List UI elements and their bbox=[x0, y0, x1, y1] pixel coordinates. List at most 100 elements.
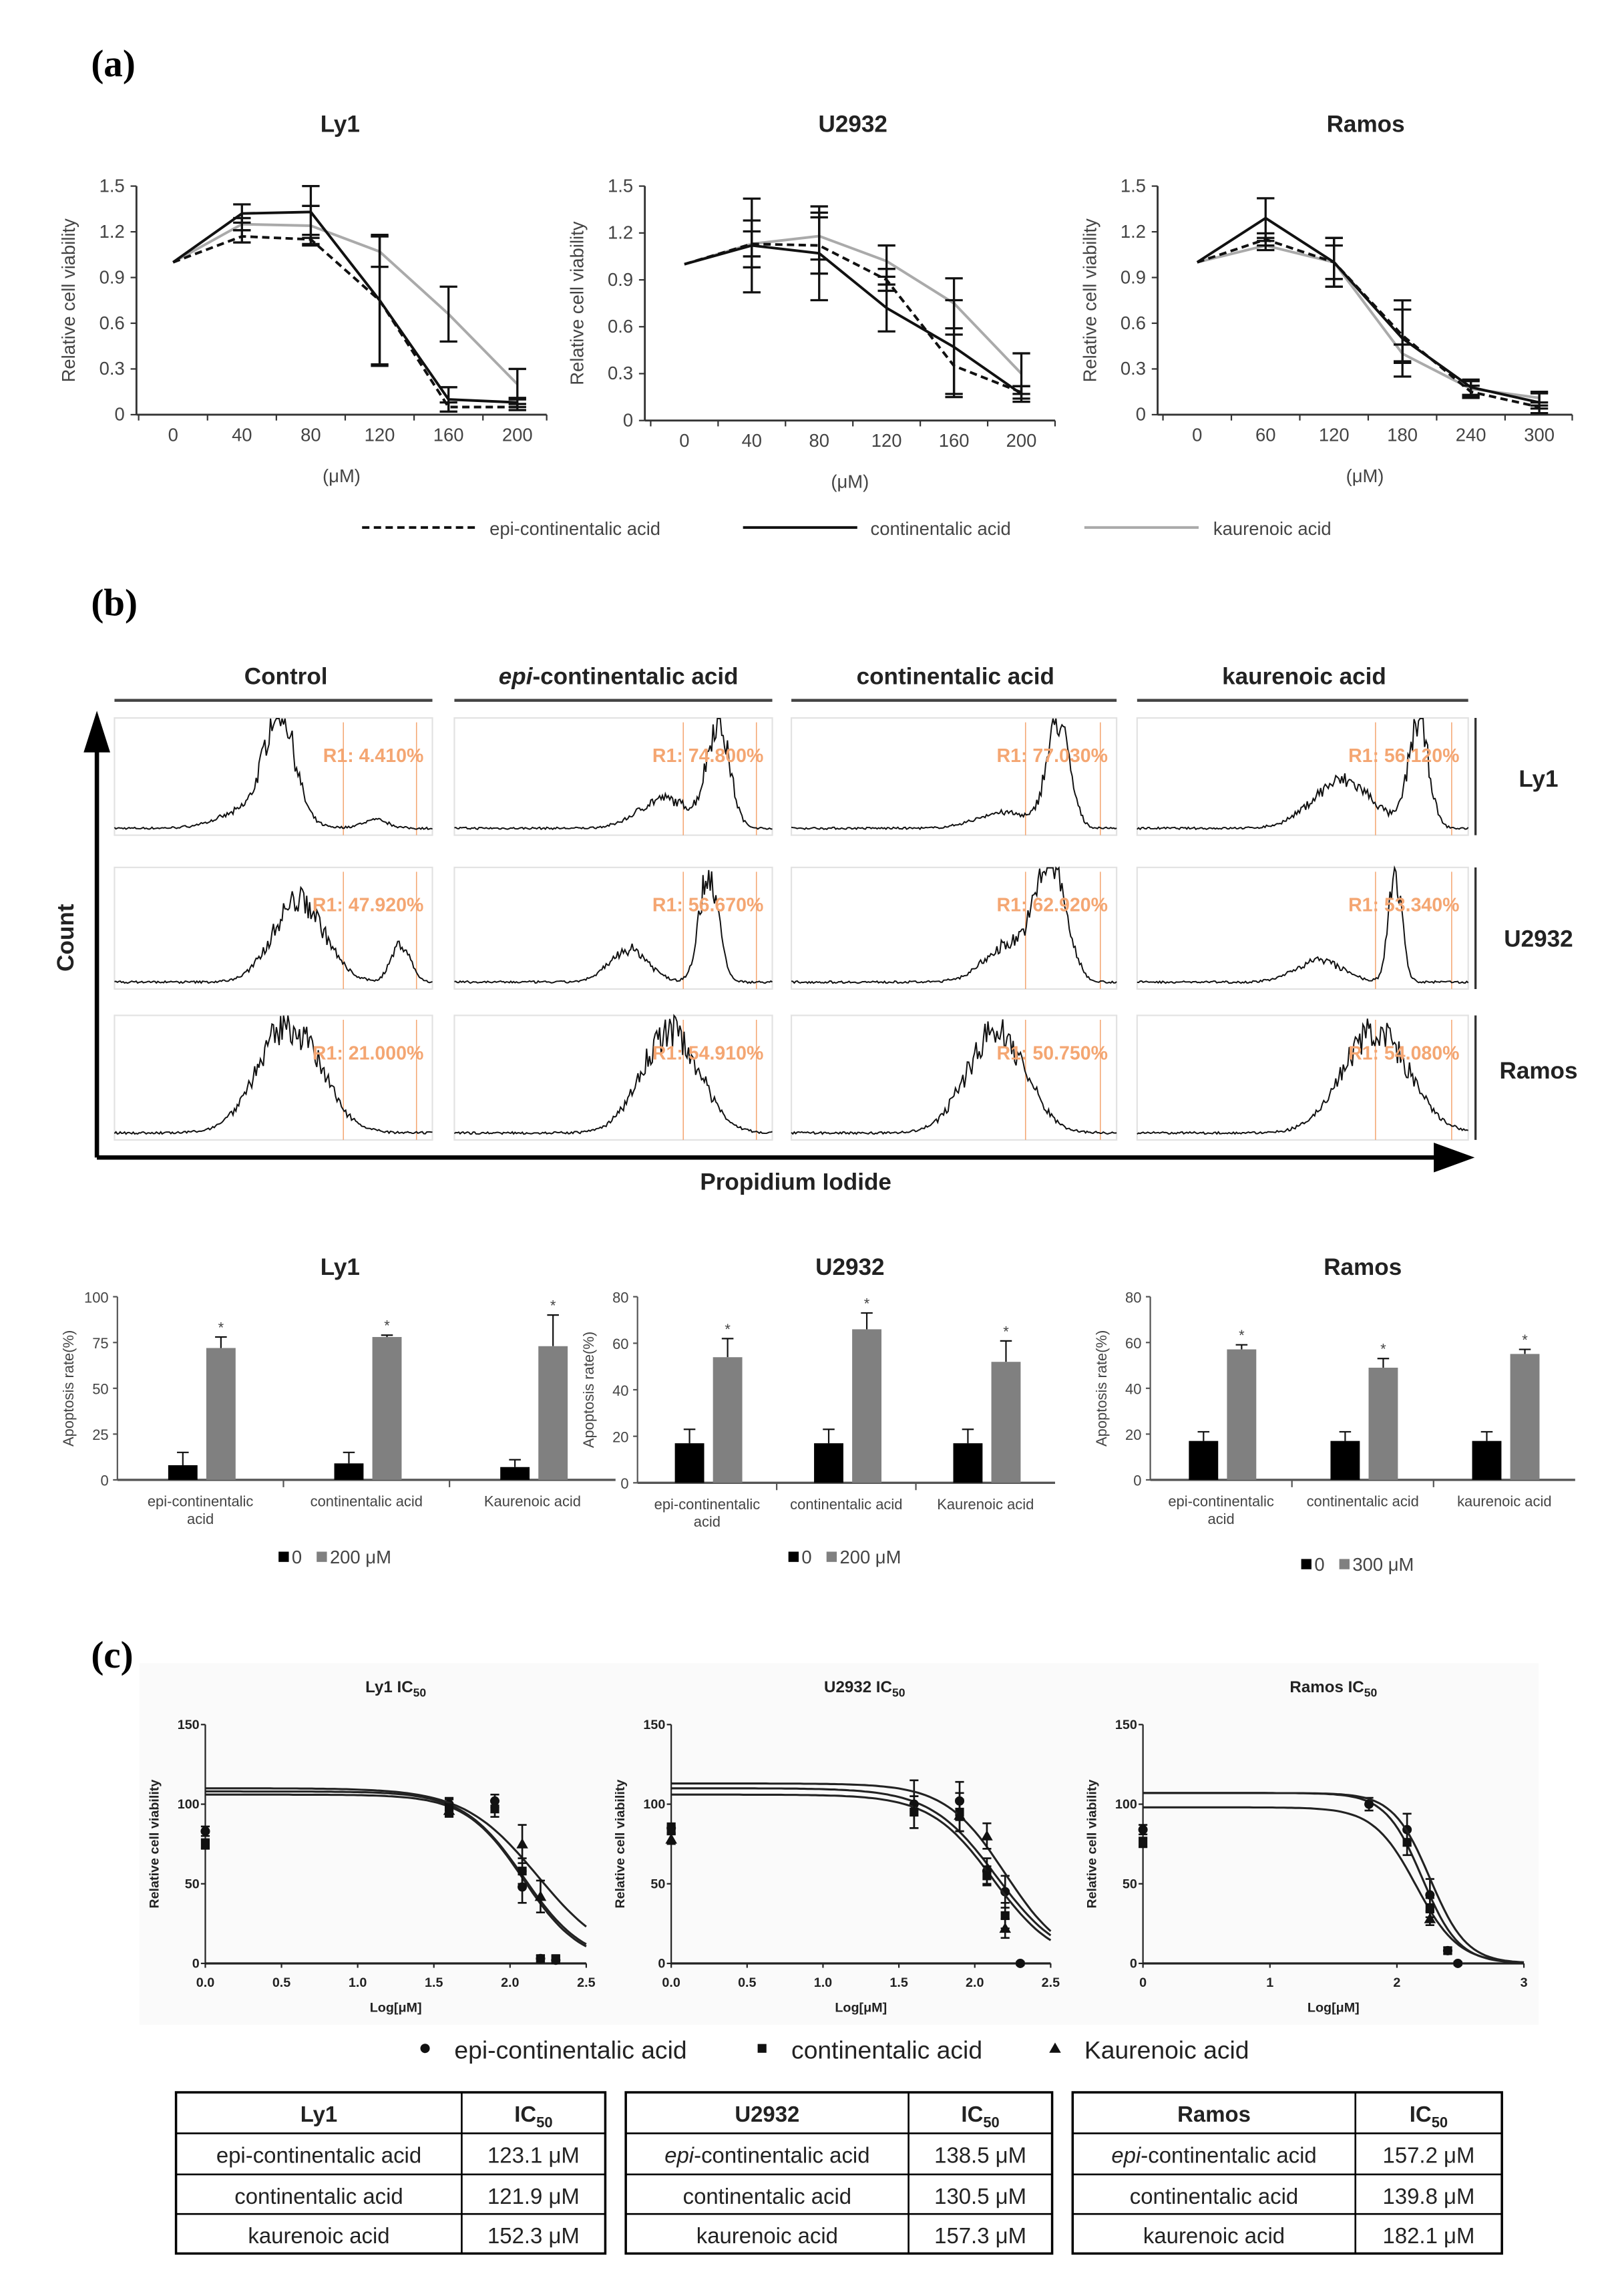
category-label: continentalic acid bbox=[1307, 1493, 1419, 1509]
y-tick-label: 0.3 bbox=[608, 363, 633, 383]
error-bar bbox=[1394, 299, 1412, 378]
r1-gate-label: R1: 77.030% bbox=[997, 745, 1108, 767]
y-tick-label: 0.9 bbox=[1121, 266, 1146, 287]
significance-marker: * bbox=[550, 1298, 556, 1314]
chart-title: U2932 bbox=[818, 111, 887, 137]
r1-gate-label: R1: 56.120% bbox=[1348, 745, 1459, 767]
chart-title: Ramos bbox=[1324, 1254, 1402, 1280]
histogram-trace bbox=[453, 1014, 773, 1135]
histogram-trace bbox=[114, 886, 433, 984]
triangle-marker bbox=[999, 1922, 1011, 1933]
y-tick-label: 0.9 bbox=[99, 266, 125, 287]
legend-swatch bbox=[1301, 1559, 1312, 1569]
row-label: Ramos bbox=[1499, 1058, 1577, 1084]
y-tick-label: 150 bbox=[1115, 1718, 1137, 1732]
histogram-trace bbox=[1137, 1018, 1468, 1135]
x-tick-label: 0 bbox=[168, 424, 178, 445]
r1-gate-label: R1: 54.080% bbox=[1348, 1042, 1459, 1064]
significance-marker: * bbox=[1239, 1327, 1245, 1344]
y-tick-label: 0.6 bbox=[1121, 313, 1146, 333]
x-tick-label: 200 bbox=[502, 424, 533, 445]
circle-marker bbox=[1000, 1887, 1010, 1897]
x-axis-label: (μM) bbox=[1346, 465, 1384, 486]
error-bar bbox=[810, 205, 828, 302]
triangle-marker bbox=[443, 1804, 455, 1815]
series-line bbox=[1197, 238, 1540, 409]
y-tick-label: 20 bbox=[612, 1428, 628, 1445]
error-bar bbox=[233, 203, 251, 224]
table-row-label: continentalic acid bbox=[683, 2184, 851, 2209]
series-line bbox=[684, 244, 1022, 395]
significance-marker: * bbox=[864, 1295, 870, 1312]
triangle-marker bbox=[1049, 2042, 1061, 2053]
significance-marker: * bbox=[1522, 1332, 1528, 1348]
table-row-value: 152.3 μM bbox=[487, 2223, 580, 2248]
histogram-trace bbox=[114, 1015, 433, 1135]
bar bbox=[713, 1357, 743, 1483]
x-tick-label: 0 bbox=[1139, 1975, 1147, 1990]
square-marker bbox=[1443, 1946, 1452, 1955]
apoptosis-chart-ly1: Ly1 0 25 50 75 100 Apoptosis rate(%) epi-contin… bbox=[60, 1254, 616, 1567]
histogram-plot: R1: 53.340% bbox=[1136, 865, 1469, 990]
circle-marker bbox=[1453, 1958, 1463, 1968]
x-axis-label: (μM) bbox=[323, 465, 361, 486]
triangle-marker bbox=[534, 1891, 547, 1901]
y-tick-label: 50 bbox=[92, 1381, 108, 1398]
triangle-marker bbox=[665, 1833, 677, 1844]
plot-frame bbox=[1136, 866, 1469, 990]
histogram-plot: R1: 77.030% bbox=[790, 717, 1118, 836]
plot-frame bbox=[453, 717, 773, 836]
y-axis-label: Apoptosis rate(%) bbox=[1093, 1330, 1110, 1447]
pi-axis-arrow bbox=[97, 1143, 1475, 1173]
x-tick-label: 0 bbox=[679, 430, 689, 451]
chart-title: U2932 bbox=[815, 1254, 884, 1280]
legend-label: 0 bbox=[292, 1547, 302, 1567]
legend-label: continentalic acid bbox=[871, 518, 1011, 539]
x-axis-label: (μM) bbox=[831, 471, 869, 492]
x-tick-label: 80 bbox=[300, 424, 321, 445]
legend-label: Kaurenoic acid bbox=[1084, 2036, 1249, 2064]
histogram-plot: R1: 56.120% bbox=[1136, 717, 1469, 836]
plot-frame bbox=[790, 717, 1118, 836]
y-tick-label: 0 bbox=[1130, 1957, 1137, 1971]
square-marker bbox=[1425, 1903, 1434, 1913]
error-bar bbox=[508, 367, 526, 401]
series-line bbox=[172, 222, 519, 385]
square-marker bbox=[982, 1871, 992, 1881]
square-marker bbox=[490, 1804, 499, 1814]
series-line bbox=[1196, 216, 1540, 404]
r1-gate-label: R1: 62.920% bbox=[997, 895, 1108, 916]
square-marker bbox=[551, 1954, 560, 1963]
triangle-marker bbox=[1424, 1913, 1436, 1923]
histogram-trace bbox=[1137, 865, 1469, 984]
plot-frame bbox=[1136, 717, 1469, 836]
x-tick-label: 1.0 bbox=[814, 1975, 832, 1990]
category-label: kaurenoic acid bbox=[1457, 1493, 1551, 1509]
triangle-marker bbox=[954, 1809, 966, 1820]
y-tick-label: 80 bbox=[612, 1289, 628, 1306]
x-axis-label: Log[μM] bbox=[370, 2000, 422, 2015]
ic50-chart: Ly1 IC50 0 50 100 150 0.0 0.5 1.0 1.5 2.0 2.5 Log[μ… bbox=[147, 1678, 595, 2015]
circle-marker bbox=[1015, 1958, 1025, 1968]
x-tick-label: 40 bbox=[232, 424, 252, 445]
viability-chart-ramos: Ramos 0 0.3 0.6 0.9 1.2 1.5 0 60 120 180 240 300 (μM)… bbox=[1079, 111, 1573, 486]
y-tick-label: 60 bbox=[612, 1336, 628, 1352]
y-tick-label: 100 bbox=[178, 1797, 200, 1812]
y-tick-label: 1.2 bbox=[1121, 221, 1146, 242]
r1-gate-label: R1: 56.670% bbox=[652, 895, 763, 916]
histogram-plot: R1: 74.800% bbox=[453, 717, 773, 836]
y-tick-label: 0 bbox=[620, 1475, 628, 1492]
error-bar bbox=[233, 229, 251, 244]
legend-label: 0 bbox=[801, 1547, 811, 1567]
bar bbox=[1189, 1441, 1219, 1480]
y-axis-label: Relative cell viability bbox=[567, 221, 588, 385]
viability-chart-u2932: U2932 0 0.3 0.6 0.9 1.2 1.5 0 40 80 120 160 200 (μM) R… bbox=[567, 111, 1056, 492]
header-prefix: epi bbox=[499, 664, 534, 690]
y-axis-label: Apoptosis rate(%) bbox=[60, 1330, 77, 1447]
bar bbox=[168, 1465, 198, 1480]
table-header: Ramos bbox=[1177, 2102, 1251, 2126]
y-tick-label: 0.3 bbox=[99, 358, 125, 379]
table-row-value: 138.5 μM bbox=[934, 2142, 1026, 2167]
x-tick-label: 0.0 bbox=[196, 1975, 214, 1990]
histogram-trace bbox=[791, 866, 1117, 984]
